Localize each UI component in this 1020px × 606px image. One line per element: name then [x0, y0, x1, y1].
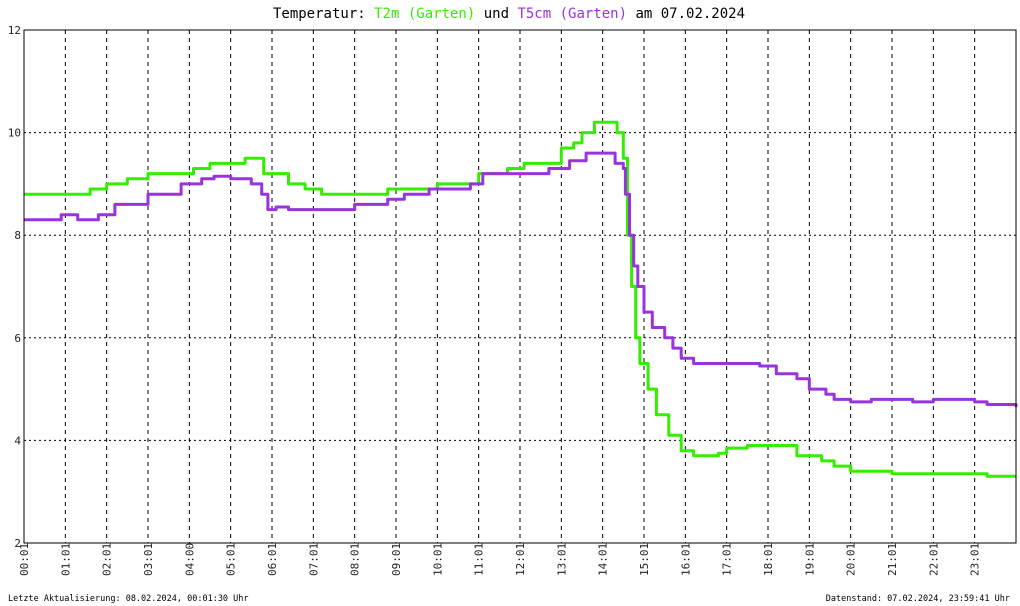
x-tick-labels: 00:01 01:01 02:01 03:01 04:00 05:01 06:01 07:01…: [18, 543, 982, 576]
x-tick-label: 16:01: [679, 543, 692, 576]
x-tick-label: 08:01: [349, 543, 362, 576]
x-tick-label: 23:01: [969, 543, 982, 576]
x-tick-label: 00:01: [18, 543, 31, 576]
title-series-t5cm: T5cm (Garten): [517, 6, 627, 22]
title-suffix: am 07.02.2024: [627, 6, 745, 22]
x-tick-label: 07:01: [307, 543, 320, 576]
chart-title: Temperatur: T2m (Garten) und T5cm (Garte…: [273, 6, 745, 22]
x-tick-label: 13:01: [555, 543, 568, 576]
x-tick-label: 06:01: [266, 543, 279, 576]
t5cm-line: [24, 151, 1018, 408]
plot-frame: [23, 29, 1017, 544]
t2m-line: [24, 120, 1016, 478]
x-tick-label: 17:01: [721, 543, 734, 576]
y-tick-label: 6: [14, 332, 21, 345]
x-tick-label: 20:01: [845, 543, 858, 576]
y-tick-label: 12: [8, 24, 21, 37]
x-tick-label: 18:01: [762, 543, 775, 576]
x-tick-label: 01:01: [59, 543, 72, 576]
x-tick-label: 14:01: [597, 543, 610, 576]
x-tick-label: 09:01: [390, 543, 403, 576]
grid-lines: [24, 30, 1016, 543]
title-prefix: Temperatur:: [273, 6, 374, 22]
data-status-text: Datenstand: 07.02.2024, 23:59:41 Uhr: [826, 594, 1010, 604]
x-tick-label: 02:01: [101, 543, 114, 576]
x-tick-label: 12:01: [514, 543, 527, 576]
x-tick-label: 11:01: [473, 543, 486, 576]
title-series-t2m: T2m (Garten): [374, 6, 475, 22]
y-tick-labels: 2 4 6 8 10 12: [8, 24, 22, 550]
y-tick-label: 10: [8, 127, 21, 140]
x-tick-label: 10:01: [431, 543, 444, 576]
x-tick-label: 22:01: [927, 543, 940, 576]
y-tick-label: 4: [14, 434, 21, 447]
title-middle: und: [475, 6, 517, 22]
x-tick-label: 03:01: [142, 543, 155, 576]
y-tick-label: 2: [14, 537, 21, 550]
series-lines: [24, 120, 1018, 478]
x-tick-label: 19:01: [803, 543, 816, 576]
x-tick-label: 04:00: [183, 543, 196, 576]
y-tick-label: 8: [14, 229, 21, 242]
x-tick-label: 15:01: [638, 543, 651, 576]
x-tick-label: 21:01: [886, 543, 899, 576]
last-update-text: Letzte Aktualisierung: 08.02.2024, 00:01…: [8, 594, 249, 604]
x-tick-label: 05:01: [225, 543, 238, 576]
